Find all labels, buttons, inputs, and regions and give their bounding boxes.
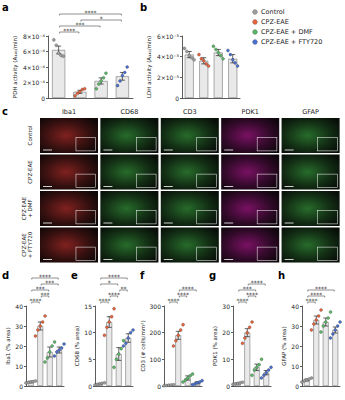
- svg-text:Control: Control: [27, 125, 33, 145]
- svg-text:8×10⁻⁴: 8×10⁻⁴: [23, 33, 46, 40]
- svg-text:Iba1: Iba1: [62, 108, 76, 116]
- svg-text:PDH activity (A₃₄₀/min): PDH activity (A₃₄₀/min): [12, 36, 19, 98]
- svg-text:CD68 (% area): CD68 (% area): [74, 326, 80, 366]
- svg-text:2×10⁻³: 2×10⁻³: [157, 74, 180, 81]
- svg-text:CPZ-EAE+ DMF: CPZ-EAE+ DMF: [21, 196, 34, 220]
- svg-text:4×10⁻³: 4×10⁻³: [157, 53, 180, 60]
- svg-text:0: 0: [295, 383, 299, 390]
- svg-text:4×10⁻⁴: 4×10⁻⁴: [23, 64, 46, 71]
- svg-text:CPZ-EAE+ FTY720: CPZ-EAE+ FTY720: [21, 231, 34, 258]
- svg-text:10: 10: [84, 329, 92, 336]
- svg-text:LDH activity (A₃₄₀/min): LDH activity (A₃₄₀/min): [146, 36, 153, 98]
- svg-text:PDK1 (% area): PDK1 (% area): [212, 326, 218, 366]
- svg-text:30: 30: [291, 323, 299, 330]
- svg-text:CPZ-EAE: CPZ-EAE: [27, 160, 33, 184]
- svg-text:****: ****: [168, 297, 180, 304]
- svg-text:****: ****: [246, 291, 258, 298]
- svg-text:****: ****: [108, 273, 120, 280]
- svg-text:40: 40: [15, 303, 23, 310]
- svg-text:0: 0: [19, 383, 23, 390]
- svg-text:***: ***: [45, 279, 54, 286]
- svg-text:GFAP (% area): GFAP (% area): [281, 326, 287, 365]
- svg-text:200: 200: [150, 329, 162, 336]
- svg-text:Iba1 (% area): Iba1 (% area): [5, 327, 11, 364]
- svg-text:40: 40: [291, 303, 299, 310]
- svg-text:300: 300: [150, 303, 162, 310]
- svg-text:30: 30: [15, 323, 23, 330]
- svg-text:Control: Control: [261, 8, 285, 16]
- svg-text:****: ****: [182, 285, 194, 292]
- svg-text:0: 0: [157, 383, 161, 390]
- svg-text:30: 30: [222, 303, 230, 310]
- svg-text:CD3 (# cells/mm²): CD3 (# cells/mm²): [140, 320, 146, 371]
- svg-text:0: 0: [88, 383, 92, 390]
- svg-text:100: 100: [150, 356, 162, 363]
- svg-text:g: g: [209, 270, 216, 281]
- svg-text:***: ***: [75, 21, 84, 28]
- svg-text:****: ****: [177, 291, 189, 298]
- svg-text:0: 0: [175, 95, 179, 102]
- svg-text:5: 5: [88, 356, 92, 363]
- svg-text:****: ****: [85, 9, 97, 16]
- svg-text:****: ****: [99, 297, 111, 304]
- svg-text:CPZ-EAE: CPZ-EAE: [261, 18, 289, 26]
- svg-text:c: c: [2, 106, 8, 117]
- svg-text:d: d: [2, 270, 9, 281]
- svg-text:****: ****: [315, 285, 327, 292]
- svg-text:****: ****: [30, 297, 42, 304]
- svg-text:***: ***: [41, 291, 50, 298]
- svg-text:CPZ-EAE + FTY720: CPZ-EAE + FTY720: [261, 38, 322, 46]
- svg-text:e: e: [71, 270, 78, 281]
- svg-text:b: b: [140, 2, 147, 13]
- svg-text:****: ****: [108, 291, 120, 298]
- svg-text:**: **: [121, 285, 127, 292]
- svg-text:****: ****: [63, 27, 75, 34]
- svg-text:10: 10: [291, 363, 299, 370]
- svg-text:CPZ-EAE + DMF: CPZ-EAE + DMF: [261, 28, 313, 36]
- svg-text:****: ****: [306, 297, 318, 304]
- svg-text:20: 20: [222, 329, 230, 336]
- svg-text:****: ****: [237, 297, 249, 304]
- svg-text:h: h: [278, 270, 285, 281]
- svg-text:****: ****: [310, 291, 322, 298]
- svg-text:10: 10: [222, 356, 230, 363]
- svg-text:15: 15: [84, 303, 92, 310]
- svg-text:CD68: CD68: [120, 108, 138, 116]
- svg-text:20: 20: [291, 343, 299, 350]
- svg-text:0: 0: [226, 383, 230, 390]
- svg-text:PDK1: PDK1: [242, 108, 259, 116]
- svg-text:20: 20: [15, 343, 23, 350]
- svg-text:*: *: [108, 279, 111, 286]
- svg-text:a: a: [2, 2, 9, 13]
- svg-text:GFAP: GFAP: [302, 108, 319, 116]
- svg-text:10: 10: [15, 363, 23, 370]
- svg-text:****: ****: [251, 279, 263, 286]
- svg-text:CD3: CD3: [183, 108, 197, 116]
- svg-text:2×10⁻⁴: 2×10⁻⁴: [23, 79, 46, 86]
- svg-text:0: 0: [41, 95, 45, 102]
- svg-text:6×10⁻³: 6×10⁻³: [157, 33, 180, 40]
- svg-text:f: f: [140, 270, 145, 281]
- svg-text:6×10⁻⁴: 6×10⁻⁴: [23, 48, 46, 55]
- svg-text:*: *: [100, 15, 103, 22]
